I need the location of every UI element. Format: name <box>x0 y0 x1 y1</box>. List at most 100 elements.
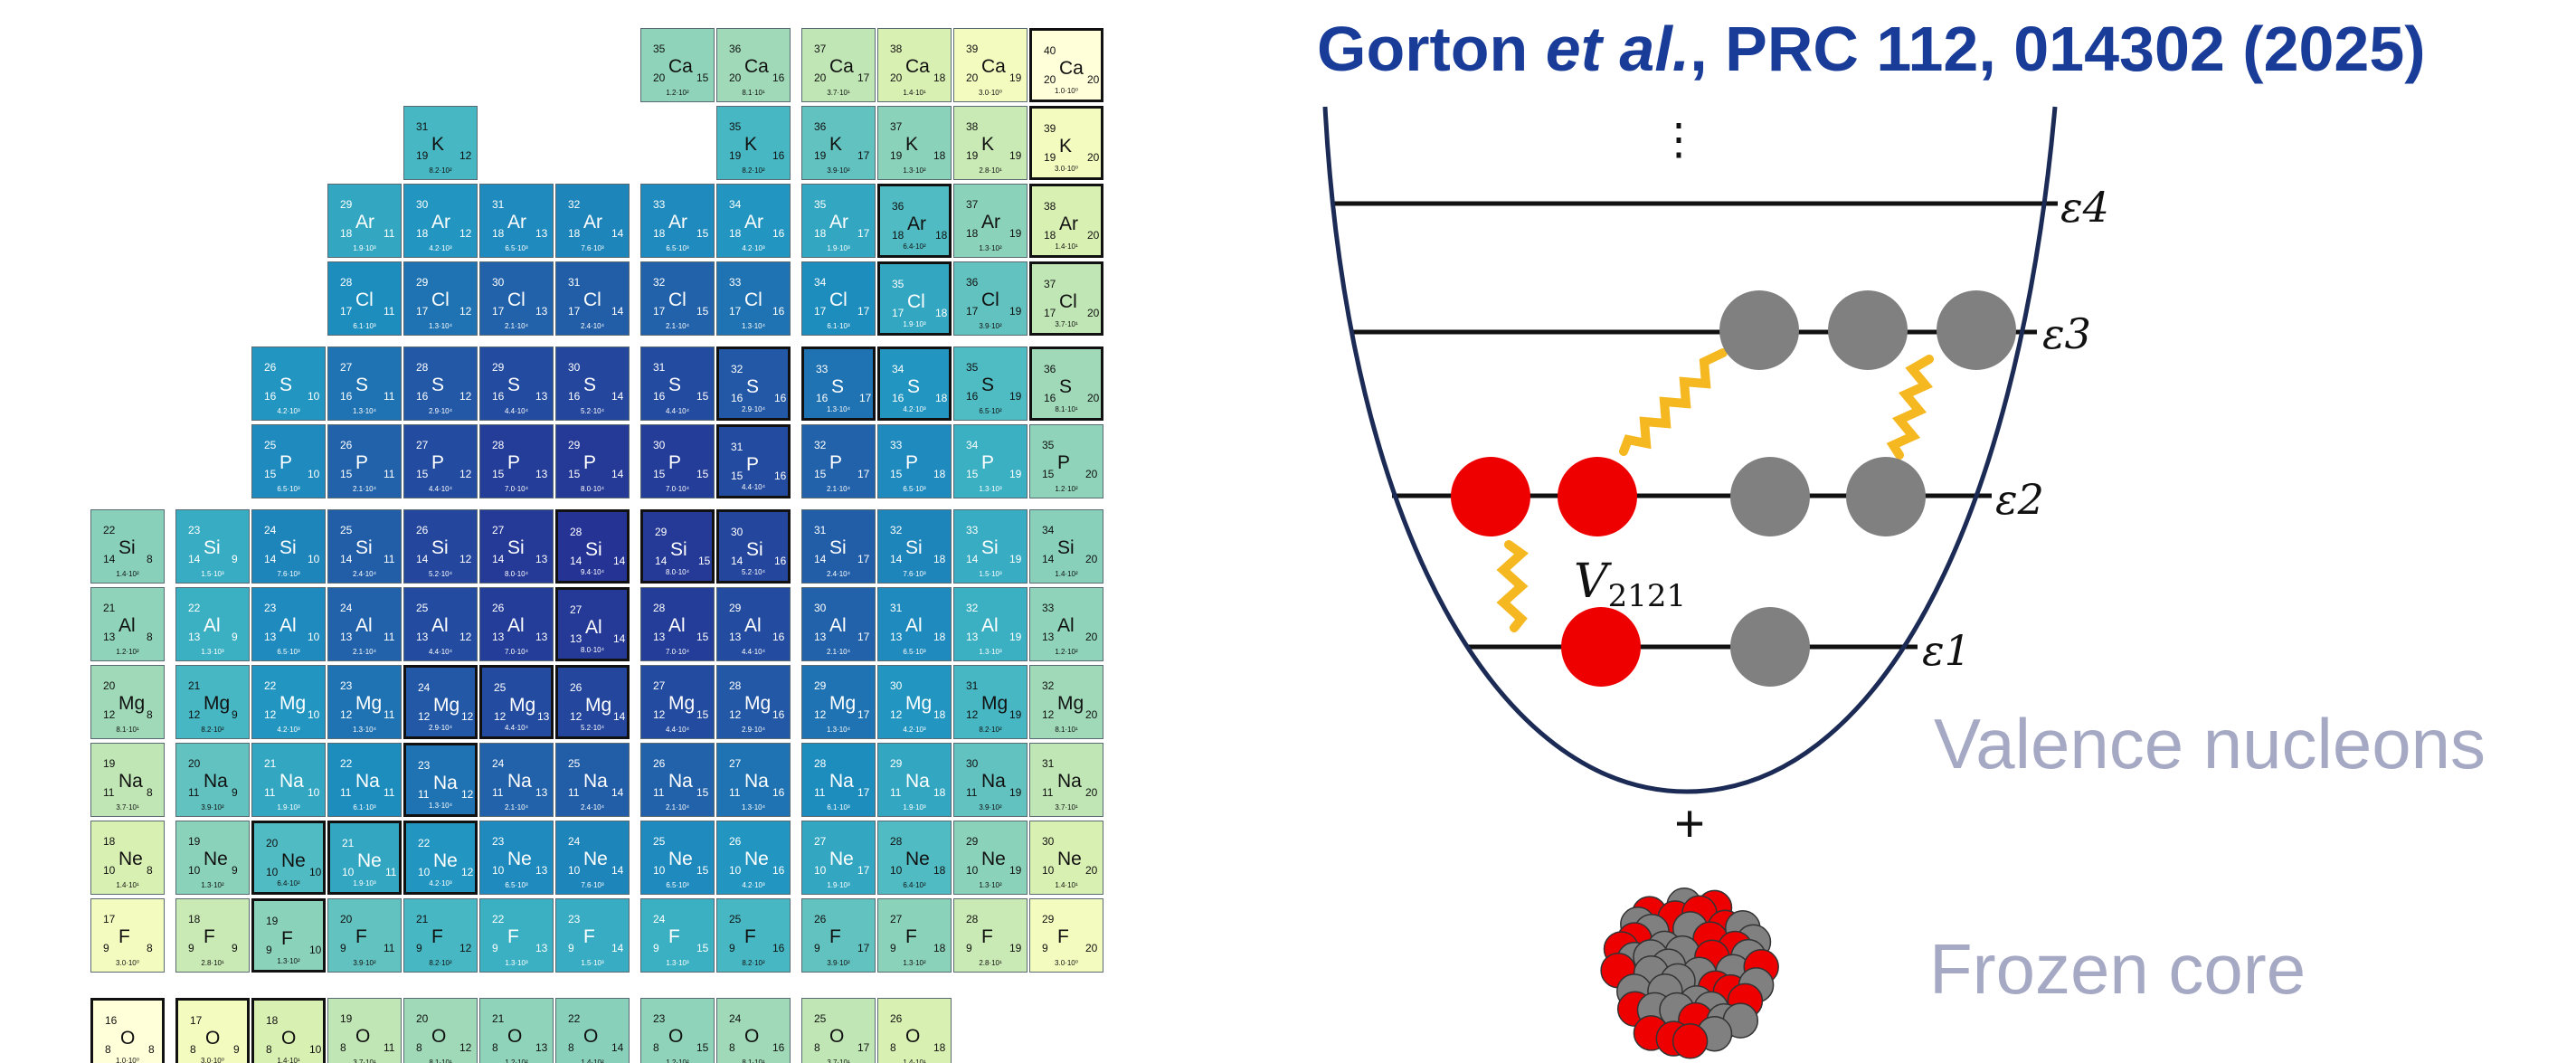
dimension-value: 7.0·10⁴ <box>665 648 690 656</box>
neutron-number: 20 <box>1087 392 1100 404</box>
mass-number: 30 <box>492 276 505 289</box>
dimension-value: 8.1·10¹ <box>742 1058 765 1063</box>
neutron-number: 16 <box>772 305 785 318</box>
neutron-number: 11 <box>384 390 395 403</box>
dimension-value: 8.0·10⁴ <box>504 570 529 578</box>
dimension-value: 6.5·10² <box>979 407 1002 415</box>
dimension-value: 4.4·10⁴ <box>504 724 529 732</box>
nuclide-cell-ar-30: 30 Ar 18 12 4.2·10³ <box>403 184 478 258</box>
dimension-value: 4.4·10⁴ <box>665 407 690 415</box>
nuclide-cell-na-23: 23 Na 11 12 1.3·10⁴ <box>403 743 478 817</box>
proton-number: 10 <box>418 866 431 878</box>
nuclide-cell-ar-38: 38 Ar 18 20 1.4·10¹ <box>1029 184 1103 258</box>
dimension-value: 6.4·10² <box>903 242 926 251</box>
neutron-number: 13 <box>535 864 548 877</box>
dimension-value: 1.9·10³ <box>277 803 300 811</box>
nuclide-cell-f-28: 28 F 9 19 2.8·10¹ <box>953 898 1028 973</box>
nuclide-cell-o-26: 26 O 8 18 1.4·10¹ <box>877 998 952 1063</box>
element-symbol: F <box>118 926 130 947</box>
citation-title: Gorton et al., PRC 112, 014302 (2025) <box>1317 11 2426 87</box>
mass-number: 27 <box>729 757 742 770</box>
mass-number: 26 <box>492 602 505 614</box>
dimension-value: 8.2·10² <box>979 726 1002 734</box>
neutron-number: 16 <box>772 708 785 721</box>
neutron-number: 17 <box>857 149 870 162</box>
dimension-value: 1.4·10¹ <box>116 881 139 889</box>
proton-number: 14 <box>340 553 353 565</box>
dimension-value: 1.3·10³ <box>979 648 1002 656</box>
dimension-value: 9.4·10⁴ <box>580 568 605 576</box>
nuclide-cell-ne-25: 25 Ne 10 15 6.5·10³ <box>640 821 715 895</box>
nuclide-cell-f-24: 24 F 9 15 1.3·10³ <box>640 898 715 973</box>
dimension-value: 3.0·10⁰ <box>201 1057 224 1063</box>
neutron-number: 18 <box>933 553 946 565</box>
nuclide-cell-o-25: 25 O 8 17 3.7·10¹ <box>801 998 876 1063</box>
proton-number: 14 <box>814 553 827 565</box>
nuclide-cell-na-28: 28 Na 11 17 6.1·10³ <box>801 743 876 817</box>
dimension-value: 1.4·10² <box>581 1058 604 1063</box>
neutron-number: 14 <box>611 227 624 240</box>
mass-number: 37 <box>966 198 979 211</box>
neutron-number: 18 <box>933 468 946 480</box>
nuclide-cell-p-34: 34 P 15 19 1.3·10³ <box>953 424 1028 498</box>
dimension-value: 1.0·10⁰ <box>1055 87 1078 95</box>
proton-number: 10 <box>966 864 979 877</box>
nuclide-cell-ar-32: 32 Ar 18 14 7.6·10³ <box>555 184 630 258</box>
title-etal: et al. <box>1545 14 1690 84</box>
dimension-value: 5.2·10⁴ <box>428 570 453 578</box>
proton-number: 17 <box>340 305 353 318</box>
neutron-number: 9 <box>232 553 238 565</box>
dimension-value: 4.2·10³ <box>429 244 452 252</box>
nuclide-cell-cl-35: 35 Cl 17 18 1.9·10³ <box>877 261 952 336</box>
mass-number: 16 <box>105 1014 118 1027</box>
element-symbol: O <box>507 1026 523 1047</box>
dimension-value: 2.1·10⁴ <box>504 803 529 811</box>
dimension-value: 6.5·10³ <box>505 244 528 252</box>
dimension-value: 1.2·10² <box>1055 648 1078 656</box>
mass-number: 30 <box>966 757 979 770</box>
proton-number: 10 <box>568 864 581 877</box>
element-symbol: Ne <box>281 850 306 871</box>
mass-number: 26 <box>814 913 827 925</box>
element-symbol: Na <box>355 771 380 792</box>
element-symbol: P <box>583 452 597 473</box>
proton-number: 11 <box>264 786 276 799</box>
neutron-number: 19 <box>1009 631 1022 643</box>
neutron <box>1846 457 1926 536</box>
nuclide-cell-mg-24: 24 Mg 12 12 2.9·10⁴ <box>403 665 478 739</box>
nuclide-cell-si-22: 22 Si 14 8 1.4·10² <box>90 509 165 584</box>
element-symbol: S <box>981 375 995 395</box>
nuclide-cell-ca-38: 38 Ca 20 18 1.4·10¹ <box>877 28 952 102</box>
mass-number: 29 <box>890 757 903 770</box>
nuclide-cell-mg-32: 32 Mg 12 20 8.1·10¹ <box>1029 665 1103 739</box>
neutron-number: 14 <box>611 468 624 480</box>
element-symbol: Ne <box>583 849 608 869</box>
neutron-number: 16 <box>774 392 787 404</box>
dimension-value: 1.3·10⁴ <box>741 322 766 330</box>
element-symbol: S <box>431 375 445 395</box>
neutron-number: 10 <box>308 468 320 480</box>
mass-number: 24 <box>492 757 505 770</box>
element-symbol: P <box>981 452 995 473</box>
neutron-number: 13 <box>535 390 548 403</box>
nuclide-cell-cl-28: 28 Cl 17 11 6.1·10³ <box>327 261 402 336</box>
neutron-number: 15 <box>698 555 711 567</box>
neutron-number: 20 <box>1087 229 1100 242</box>
mass-number: 17 <box>190 1014 203 1027</box>
proton-number: 9 <box>103 942 109 954</box>
dimension-value: 1.3·10³ <box>979 485 1002 493</box>
dimension-value: 1.3·10³ <box>505 959 528 967</box>
neutron-number: 19 <box>1009 708 1022 721</box>
dimension-value: 8.0·10⁴ <box>580 485 605 493</box>
proton-number: 13 <box>570 632 582 645</box>
mass-number: 18 <box>266 1014 279 1027</box>
element-symbol: F <box>507 926 519 947</box>
element-symbol: Mg <box>433 695 460 716</box>
neutron-number: 18 <box>933 786 946 799</box>
nuclide-cell-s-29: 29 S 16 13 4.4·10⁴ <box>479 346 554 421</box>
mass-number: 32 <box>1042 679 1055 692</box>
neutron-number: 11 <box>385 866 397 878</box>
nuclide-cell-mg-28: 28 Mg 12 16 2.9·10⁴ <box>716 665 791 739</box>
proton-number: 13 <box>264 631 277 643</box>
dimension-value: 2.9·10⁴ <box>428 724 453 732</box>
